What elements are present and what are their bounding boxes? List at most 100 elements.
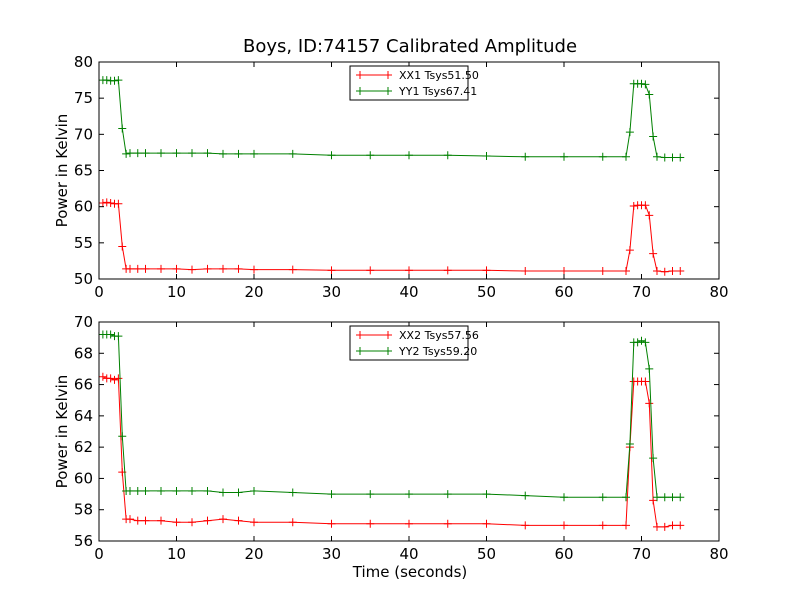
data-point-yy2 [521, 491, 530, 500]
data-point-yy1 [598, 152, 607, 161]
y-tick-label: 56 [74, 532, 93, 550]
data-point-yy1 [219, 149, 227, 158]
data-point-yy1 [482, 152, 491, 161]
data-point-yy1 [133, 149, 142, 158]
data-point-xx1 [443, 266, 452, 275]
data-point-yy2 [405, 490, 413, 499]
data-point-xx1 [629, 201, 638, 210]
data-point-yy1 [203, 149, 212, 158]
data-point-yy1 [141, 149, 150, 158]
y-tick-label: 64 [74, 407, 93, 425]
data-point-xx2 [188, 518, 196, 527]
data-point-xx2 [366, 519, 375, 528]
data-point-yy2 [114, 332, 123, 341]
data-point-xx1 [405, 266, 413, 275]
bottom-series-layer [98, 330, 685, 531]
data-point-yy1 [637, 79, 646, 88]
y-tick-label: 60 [74, 198, 93, 216]
x-tick-label: 30 [322, 283, 341, 301]
data-point-yy2 [327, 490, 336, 499]
series-line-xx2 [102, 376, 681, 528]
x-tick-label: 20 [244, 545, 263, 563]
data-point-xx1 [126, 264, 134, 273]
y-tick-label: 65 [74, 162, 93, 180]
y-tick-label: 75 [74, 89, 93, 107]
data-point-yy2 [482, 490, 491, 499]
series-line-xx1 [102, 201, 681, 273]
y-tick-label: 62 [74, 438, 93, 456]
data-point-yy2 [653, 493, 661, 502]
data-point-yy1 [110, 76, 119, 85]
legend-entry-xx1: XX1 Tsys51.50 [356, 69, 479, 82]
bottom-axis-ticks: 0 10 20 30 40 50 60 70 80 56 58 60 62 64 66 68 70 [74, 313, 729, 563]
data-point-yy2 [443, 490, 452, 499]
data-point-yy1 [649, 132, 658, 141]
data-point-yy2 [649, 454, 658, 463]
data-point-xx2 [622, 521, 630, 530]
y-tick-label: 60 [74, 469, 93, 487]
data-point-yy2 [645, 364, 654, 373]
legend-entry-yy1: YY1 Tsys67.41 [356, 85, 477, 98]
data-point-xx2 [598, 521, 607, 530]
legend-entry-xx2: XX2 Tsys57.56 [356, 329, 479, 342]
top-legend: XX1 Tsys51.50 YY1 Tsys67.41 [349, 65, 479, 101]
data-point-xx2 [660, 522, 669, 531]
legend-label-xx2: XX2 Tsys57.56 [399, 329, 479, 342]
legend-label-xx1: XX1 Tsys51.50 [399, 69, 479, 82]
data-point-xx1 [288, 265, 297, 274]
data-point-yy1 [172, 149, 181, 158]
data-point-xx1 [482, 266, 491, 275]
data-point-xx2 [668, 521, 677, 530]
data-point-xx1 [141, 264, 150, 273]
x-tick-label: 10 [167, 545, 186, 563]
x-tick-label: 40 [399, 545, 418, 563]
data-point-yy1 [250, 149, 258, 158]
data-point-yy1 [521, 152, 530, 161]
data-point-xx1 [114, 199, 123, 208]
data-point-xx2 [172, 518, 181, 527]
legend-label-yy2: YY2 Tsys59.20 [398, 345, 477, 358]
top-axis-ticks: 0 10 20 30 40 50 60 70 80 50 55 60 65 70 75 80 [74, 53, 729, 301]
data-point-xx2 [110, 375, 119, 384]
data-point-yy1 [188, 149, 196, 158]
data-point-xx1 [649, 249, 658, 258]
data-point-xx2 [203, 516, 212, 525]
x-tick-label: 60 [554, 283, 573, 301]
data-point-xx1 [219, 264, 227, 273]
data-point-yy2 [126, 486, 134, 495]
data-point-yy2 [288, 488, 297, 497]
data-point-yy1 [676, 153, 685, 162]
data-point-yy1 [157, 149, 165, 158]
data-point-yy2 [188, 486, 196, 495]
data-point-xx2 [126, 515, 134, 524]
data-point-xx1 [653, 267, 661, 276]
data-point-xx2 [106, 374, 115, 383]
data-point-xx1 [641, 201, 650, 210]
data-point-xx1 [118, 242, 127, 251]
data-point-yy1 [625, 128, 634, 137]
data-point-yy1 [668, 153, 677, 162]
x-tick-label: 80 [709, 283, 728, 301]
x-tick-label: 40 [399, 283, 418, 301]
data-point-yy2 [676, 493, 685, 502]
data-point-yy1 [102, 76, 111, 85]
data-point-xx2 [521, 521, 530, 530]
data-point-yy2 [172, 486, 181, 495]
y-tick-label: 58 [74, 501, 93, 519]
data-point-xx1 [234, 264, 243, 273]
data-point-xx1 [660, 267, 669, 276]
data-point-xx1 [172, 264, 181, 273]
data-point-xx2 [250, 518, 258, 527]
data-point-xx1 [598, 267, 607, 276]
y-tick-label: 80 [74, 53, 93, 71]
data-point-yy1 [645, 90, 654, 99]
data-point-yy2 [366, 490, 375, 499]
data-point-xx2 [288, 518, 297, 527]
legend-label-yy1: YY1 Tsys67.41 [398, 85, 477, 98]
data-point-xx2 [645, 399, 654, 408]
y-tick-label: 68 [74, 344, 93, 362]
data-point-xx2 [676, 521, 685, 530]
data-point-yy1 [288, 149, 297, 158]
data-point-xx1 [560, 267, 568, 276]
